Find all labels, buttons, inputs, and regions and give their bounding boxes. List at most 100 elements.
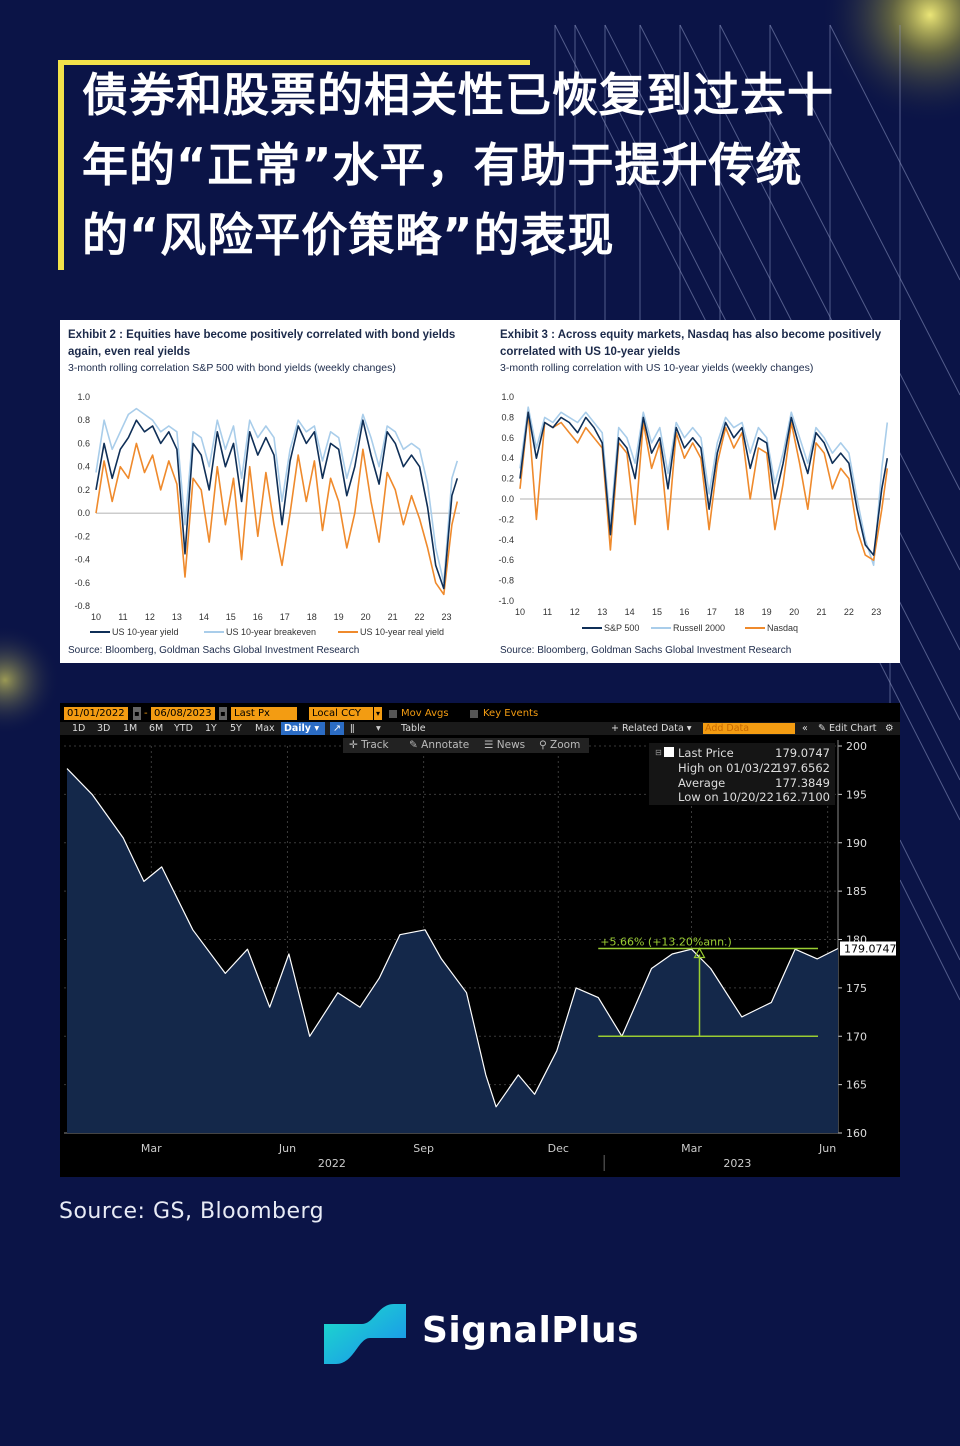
legend-label: Russell 2000 bbox=[673, 623, 725, 633]
collapse-icon[interactable]: « bbox=[802, 723, 808, 734]
candle-chart-icon[interactable]: ǁ bbox=[350, 723, 355, 734]
last-price-tag bbox=[840, 941, 896, 956]
exhibit-3-chart: 1.0 0.8 0.6 0.4 0.2 0.0 -0.2 -0.4 -0.6 -0.8 -1.010… bbox=[498, 392, 890, 633]
legend-collapse-icon[interactable]: ⊟ bbox=[655, 748, 662, 757]
y-tick-label: -0.6 bbox=[498, 555, 514, 565]
line-chart-icon[interactable]: ↗ bbox=[330, 722, 344, 735]
legend-last-price: Last Price 179.0747 bbox=[678, 746, 830, 760]
add-data-input[interactable]: Add Data bbox=[703, 723, 795, 734]
y-tick-label: -0.6 bbox=[74, 578, 90, 588]
key-events-label[interactable]: Key Events bbox=[483, 708, 539, 719]
y-tick-label: 0.4 bbox=[501, 453, 514, 463]
exhibit-3-title: Exhibit 3 : Across equity markets, Nasda… bbox=[500, 329, 882, 358]
zoom-label: Zoom bbox=[550, 739, 581, 751]
y-tick-label: 195 bbox=[846, 788, 867, 801]
period-1d[interactable]: 1D bbox=[72, 723, 86, 734]
year-label: 2022 bbox=[318, 1157, 346, 1170]
mov-avgs-label[interactable]: Mov Avgs bbox=[401, 708, 449, 719]
frequency-selector[interactable]: Daily ▾ bbox=[281, 722, 325, 735]
period-max[interactable]: Max bbox=[255, 723, 275, 734]
y-tick-label: 0.6 bbox=[77, 438, 90, 448]
source-caption: Source: GS, Bloomberg bbox=[59, 1199, 325, 1224]
y-tick-label: 165 bbox=[846, 1079, 867, 1092]
bloomberg-chart-panel: 200 195 190 185 180 175 170 165 160 Mar Jun Sep Dec M… bbox=[60, 703, 900, 1177]
exhibit-2-source: Source: Bloomberg, Goldman Sachs Global … bbox=[68, 645, 360, 656]
x-tick-label: 15 bbox=[226, 612, 236, 622]
signalplus-wordmark: SignalPlus bbox=[422, 1310, 640, 1351]
y-tick-label: 0.6 bbox=[501, 433, 514, 443]
y-tick-label: -0.8 bbox=[74, 601, 90, 611]
y-tick-label: 0.0 bbox=[501, 494, 514, 504]
edit-chart-button[interactable]: ✎ Edit Chart bbox=[818, 723, 877, 734]
y-tick-label: 1.0 bbox=[77, 392, 90, 402]
legend-label: Nasdaq bbox=[767, 623, 798, 633]
y-tick-label: 160 bbox=[846, 1127, 867, 1140]
frequency-label: Daily bbox=[284, 723, 312, 734]
news-tool[interactable]: ☰ News bbox=[484, 738, 525, 753]
related-data-button[interactable]: + Related Data ▾ bbox=[611, 723, 692, 734]
period-3d[interactable]: 3D bbox=[97, 723, 111, 734]
series-line-nasdaq bbox=[519, 411, 889, 561]
period-5y[interactable]: 5Y bbox=[230, 723, 242, 734]
pencil-icon: ✎ bbox=[409, 739, 418, 751]
start-date-field[interactable]: 01/01/2022 bbox=[64, 707, 128, 720]
track-tool[interactable]: ✛ Track bbox=[349, 738, 389, 753]
x-tick-label: 23 bbox=[442, 612, 452, 622]
series-line-us-10-year-real-yield bbox=[95, 442, 459, 596]
price-line bbox=[66, 768, 839, 1108]
currency-selector[interactable]: Local CCY bbox=[309, 707, 373, 720]
legend-label: Average bbox=[678, 776, 726, 790]
legend-label: Last Price bbox=[678, 746, 734, 760]
x-tick-label: 23 bbox=[871, 607, 881, 617]
crosshair-icon: ✛ bbox=[349, 739, 358, 751]
x-tick-label: 10 bbox=[515, 607, 525, 617]
y-tick-label: 185 bbox=[846, 885, 867, 898]
bloomberg-period-bar: 1D 3D 1M 6M YTD 1Y 5Y Max Daily ▾ ↗ ǁ ▾ … bbox=[60, 722, 900, 735]
table-button[interactable]: Table bbox=[401, 723, 426, 734]
range-annotation-label: +5.66% (+13.20%ann.) bbox=[600, 935, 732, 948]
x-tick-label: 18 bbox=[307, 612, 317, 622]
annotate-label: Annotate bbox=[421, 739, 470, 751]
end-date-field[interactable]: 06/08/2023 bbox=[151, 707, 215, 720]
zoom-tool[interactable]: ⚲ Zoom bbox=[539, 738, 580, 753]
legend-label: High on 01/03/22 bbox=[678, 761, 778, 775]
mov-avgs-checkbox[interactable] bbox=[389, 710, 397, 718]
y-tick-label: 0.0 bbox=[77, 508, 90, 518]
legend-average: Average 177.3849 bbox=[678, 776, 830, 790]
signalplus-logo-mark bbox=[324, 1304, 406, 1364]
start-calendar-icon[interactable]: ▪ bbox=[133, 707, 141, 720]
exhibit-2-title: Exhibit 2 : Equities have become positiv… bbox=[68, 329, 456, 358]
key-events-checkbox[interactable] bbox=[470, 710, 478, 718]
x-tick-label: 17 bbox=[707, 607, 717, 617]
y-tick-label: 200 bbox=[846, 740, 867, 753]
period-6m[interactable]: 6M bbox=[149, 723, 164, 734]
legend-label: US 10-year breakeven bbox=[226, 627, 316, 637]
x-tick-label: Sep bbox=[413, 1142, 434, 1155]
last-price-swatch[interactable] bbox=[664, 747, 674, 757]
y-tick-label: 0.2 bbox=[501, 474, 514, 484]
exhibit-2-chart: 1.0 0.8 0.6 0.4 0.2 0.0 -0.2 -0.4 -0.6 -0.810 11 12… bbox=[74, 392, 460, 637]
more-dropdown-icon[interactable]: ▾ bbox=[376, 723, 381, 734]
annotate-tool[interactable]: ✎ Annotate bbox=[409, 738, 469, 753]
field-selector[interactable]: Last Px bbox=[231, 707, 297, 720]
legend-label: Low on 10/20/22 bbox=[678, 790, 774, 804]
x-tick-label: 15 bbox=[652, 607, 662, 617]
x-tick-label: Jun bbox=[278, 1142, 296, 1155]
y-tick-label: 190 bbox=[846, 837, 867, 850]
x-tick-label: Dec bbox=[548, 1142, 569, 1155]
y-tick-label: -0.2 bbox=[74, 531, 90, 541]
x-tick-label: 12 bbox=[145, 612, 155, 622]
end-calendar-icon[interactable]: ▪ bbox=[219, 707, 227, 720]
currency-dropdown-icon[interactable]: ▾ bbox=[374, 707, 382, 720]
exhibit-3-subtitle: 3-month rolling correlation with US 10-y… bbox=[500, 362, 814, 374]
exhibit-3-source: Source: Bloomberg, Goldman Sachs Global … bbox=[500, 645, 792, 656]
settings-gear-icon[interactable]: ⚙ bbox=[885, 723, 894, 734]
x-tick-label: 22 bbox=[415, 612, 425, 622]
legend-value: 162.7100 bbox=[775, 790, 830, 804]
series-line-us-10-year-breakeven bbox=[95, 407, 459, 584]
period-1y[interactable]: 1Y bbox=[205, 723, 217, 734]
period-1m[interactable]: 1M bbox=[123, 723, 138, 734]
period-ytd[interactable]: YTD bbox=[174, 723, 193, 734]
x-tick-label: 14 bbox=[199, 612, 209, 622]
y-tick-label: 1.0 bbox=[501, 392, 514, 402]
